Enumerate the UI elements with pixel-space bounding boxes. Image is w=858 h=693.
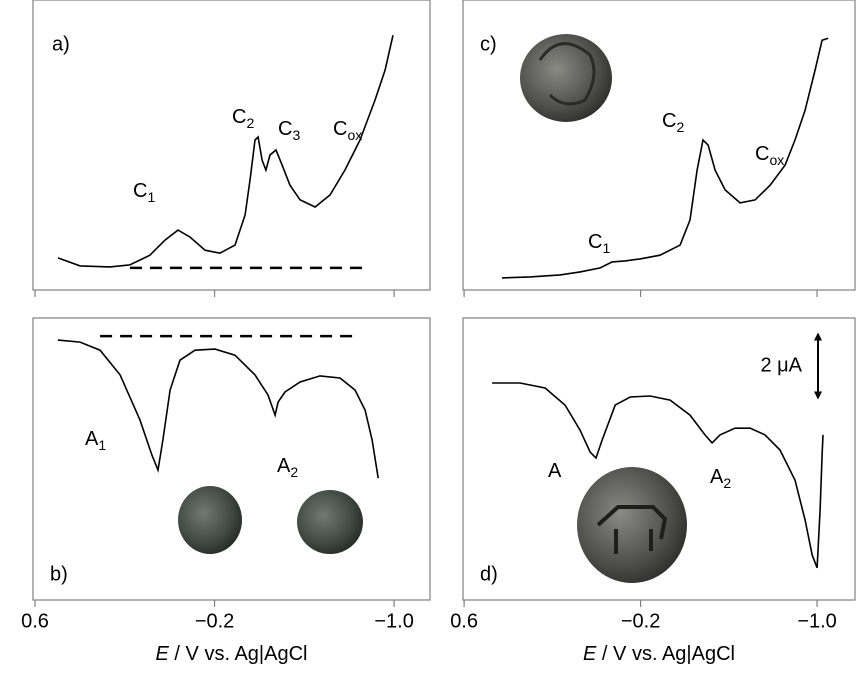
peak-subscript: 2 (723, 475, 731, 491)
peak-label: C2 (232, 106, 254, 130)
x-tick-label: −1.0 (797, 610, 836, 632)
peak-subscript: 1 (147, 189, 155, 205)
coin-photo (297, 490, 363, 554)
x-tick-label: −0.2 (195, 610, 234, 632)
peak-letter: A (85, 428, 99, 450)
peak-label: C1 (133, 180, 155, 204)
peak-subscript: 2 (246, 115, 254, 131)
peak-letter: C (588, 231, 602, 253)
peak-letter: A (710, 466, 724, 488)
figure: a)C1C2C3Cox0.6−0.2−1.0E / V vs. Ag|AgClb… (0, 0, 858, 693)
x-axis-title: E / V vs. Ag|AgCl (156, 643, 308, 665)
peak-letter: C (755, 143, 769, 165)
peak-label: A1 (85, 428, 106, 452)
plot-frame (463, 0, 855, 290)
voltammogram (58, 340, 378, 478)
panel-label: c) (480, 33, 497, 55)
peak-subscript: 2 (676, 119, 684, 135)
coin-photos (178, 34, 687, 583)
axis-unit: / V vs. Ag|AgCl (169, 643, 308, 665)
peak-label: A2 (277, 455, 298, 479)
axis-symbol: E (156, 643, 170, 665)
plot-frame (33, 318, 430, 600)
x-tick-label: 0.6 (21, 610, 49, 632)
peak-label: C3 (278, 118, 300, 142)
x-tick-label: −0.2 (621, 610, 660, 632)
coin-photo (577, 467, 687, 583)
panel-label: d) (480, 563, 498, 585)
panel-label: b) (50, 563, 68, 585)
panel-label: a) (52, 33, 70, 55)
peak-letter: C (333, 118, 347, 140)
peak-label: Cox (755, 143, 784, 167)
peak-letter: A (277, 455, 291, 477)
peak-label: C2 (662, 110, 684, 134)
axis-symbol: E (583, 643, 597, 665)
peak-label: C1 (588, 231, 610, 255)
peak-subscript: 1 (98, 437, 106, 453)
axis-unit: / V vs. Ag|AgCl (596, 643, 735, 665)
peak-subscript: ox (769, 152, 784, 168)
voltammogram (58, 35, 393, 267)
peak-letter: C (278, 118, 292, 140)
peak-subscript: ox (347, 127, 362, 143)
peak-subscript: 1 (602, 240, 610, 256)
x-tick-label: 0.6 (450, 610, 478, 632)
peak-label: A2 (710, 466, 731, 490)
scale-label: 2 μA (760, 354, 802, 376)
peak-subscript: 2 (290, 464, 298, 480)
coin-photo (520, 34, 612, 122)
peak-letter: C (133, 180, 147, 202)
peak-letter: C (662, 110, 676, 132)
peak-label: Cox (333, 118, 362, 142)
page: {"chart_data": [ {"type": "line", "panel… (0, 0, 858, 693)
peak-label: A (548, 460, 562, 482)
peak-letter: A (548, 460, 562, 482)
peak-letter: C (232, 106, 246, 128)
x-axis-title: E / V vs. Ag|AgCl (583, 643, 735, 665)
peak-subscript: 3 (292, 127, 300, 143)
x-tick-label: −1.0 (374, 610, 413, 632)
coin-photo (178, 486, 242, 554)
